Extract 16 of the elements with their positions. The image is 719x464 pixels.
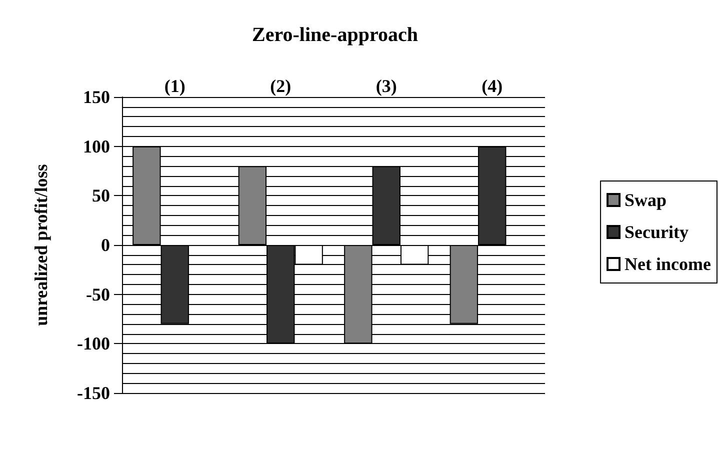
y-tick-label: -50 — [86, 284, 110, 304]
x-tick-label: (4) — [482, 76, 503, 96]
y-axis-title: unrealized profit/loss — [31, 164, 51, 326]
y-tick-label: 150 — [83, 87, 110, 107]
y-tick-label: 50 — [92, 186, 110, 206]
legend-label: Net income — [624, 254, 712, 274]
x-tick-label: (3) — [376, 76, 397, 96]
y-tick-label: -100 — [77, 334, 110, 354]
chart-title: Zero-line-approach — [252, 24, 418, 46]
legend-label: Security — [624, 222, 689, 242]
x-tick-label: (1) — [164, 76, 186, 96]
y-tick-label: 100 — [83, 136, 110, 156]
legend-label: Swap — [624, 190, 667, 210]
x-tick-label: (2) — [270, 76, 292, 96]
y-tick-label: -150 — [77, 383, 110, 403]
y-tick-label: 0 — [101, 235, 110, 255]
